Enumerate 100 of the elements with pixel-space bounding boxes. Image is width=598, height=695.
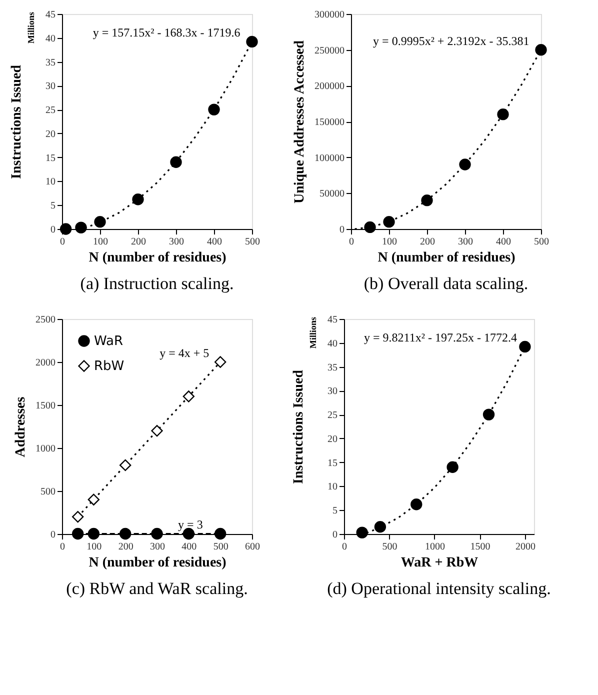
y-tick-label: 0: [50, 224, 56, 236]
text: (c) RbW and WaR scaling.: [66, 579, 248, 598]
y-tick-label: 0: [340, 224, 344, 236]
point: [72, 528, 84, 540]
point: [410, 498, 422, 510]
x-tick-label: 500: [382, 542, 398, 552]
y-tick-label: 0: [332, 530, 338, 540]
y-tick-label: 5: [50, 200, 56, 212]
point: [182, 390, 195, 402]
x-axis-title: N (number of residues): [378, 250, 516, 266]
point: [497, 108, 509, 120]
x-axis-title: N (number of residues): [88, 250, 227, 266]
y-tick-label: 2000: [36, 358, 56, 368]
point: [151, 528, 163, 540]
x-tick-label: 200: [118, 542, 134, 552]
y-tick-label: 50000: [320, 188, 344, 200]
y-tick-label: 30: [46, 81, 56, 92]
y-tick-label: 10: [328, 482, 338, 493]
y-tick-label: 2500: [36, 314, 56, 326]
x-tick-label: 100: [86, 542, 102, 552]
point: [75, 222, 87, 234]
x-tick-label: 0: [349, 236, 354, 248]
y-tick-label: 150000: [314, 117, 344, 128]
y-tick-label: 25: [46, 105, 56, 116]
y-tick-label: 25: [328, 410, 338, 422]
y-tick-label: 5: [332, 506, 338, 517]
text: (b) Overall data scaling.: [364, 274, 528, 293]
point: [214, 528, 226, 540]
y-tick-label: 15: [328, 458, 338, 469]
annotation: y = 0.9995x² + 2.3192x - 35.381: [373, 34, 530, 48]
point: [364, 221, 376, 234]
point: [182, 528, 195, 540]
y-tick-label: 40: [46, 33, 56, 44]
point: [119, 459, 132, 472]
point: [88, 528, 100, 540]
y-tick-label: 15: [46, 152, 56, 164]
point: [421, 194, 433, 206]
point: [88, 494, 100, 506]
x-tick-label: 600: [245, 542, 260, 552]
x-tick-label: 200: [420, 236, 435, 248]
y-tick-label: 100000: [314, 152, 344, 164]
point: [94, 216, 106, 228]
point: [519, 340, 531, 353]
point: [72, 510, 84, 523]
x-tick-label: 500: [534, 236, 549, 248]
point: [60, 223, 72, 235]
x-tick-label: 1000: [424, 542, 445, 552]
point: [459, 158, 471, 170]
y-axis-title: Unique Addresses Accessed: [292, 40, 308, 204]
y-tick-label: 1000: [36, 444, 56, 454]
annotation: y = 157.15x² - 168.3x - 1719.6: [92, 26, 240, 40]
y-tick-label: 45: [328, 314, 338, 326]
x-axis-title: WaR + RbW: [400, 556, 478, 570]
x-axis-title: N (number of residues): [88, 556, 227, 570]
point: [356, 526, 368, 538]
x-tick-label: 500: [213, 542, 228, 552]
y-tick-label: 45: [46, 10, 56, 20]
x-tick-label: 0: [60, 236, 65, 248]
y-axis-title: Instructions Issued: [10, 64, 24, 179]
point: [482, 408, 495, 420]
y-tick-label: 500: [40, 486, 56, 498]
y-tick-label: 30: [328, 386, 338, 398]
x-tick-label: 500: [245, 236, 260, 248]
point: [208, 104, 220, 116]
y-axis-title: Addresses: [14, 396, 28, 458]
x-tick-label: 300: [150, 542, 165, 552]
point: [383, 216, 395, 228]
text: Millions: [308, 316, 318, 349]
text: (d) Operational intensity scaling.: [327, 579, 551, 598]
point: [446, 461, 458, 473]
x-tick-label: 2000: [515, 542, 536, 552]
text: Millions: [26, 12, 36, 44]
x-tick-label: 100: [93, 236, 108, 248]
point: [214, 356, 226, 368]
annotation: y = 3: [178, 518, 203, 532]
y-tick-label: 35: [46, 57, 56, 68]
text: (a) Instruction scaling.: [80, 274, 234, 293]
point: [119, 528, 132, 540]
y-tick-label: 0: [50, 530, 56, 540]
y-tick-label: 300000: [314, 10, 344, 20]
y-tick-label: 20: [46, 128, 56, 140]
x-tick-label: 400: [182, 542, 197, 552]
point: [535, 44, 547, 56]
y-tick-label: 10: [46, 176, 56, 188]
x-tick-label: 100: [382, 236, 397, 248]
y-tick-label: 250000: [314, 45, 344, 56]
point: [151, 424, 163, 437]
y-axis-title: Instructions Issued: [292, 370, 306, 484]
point: [132, 194, 144, 206]
x-tick-label: 200: [131, 236, 146, 248]
y-tick-label: 40: [328, 338, 338, 350]
annotation: y = 9.8211x² - 197.25x - 1772.4: [364, 330, 517, 345]
point: [170, 156, 182, 168]
x-tick-label: 400: [207, 236, 222, 248]
annotation: y = 4x + 5: [160, 346, 210, 360]
y-tick-label: 35: [328, 362, 338, 374]
x-tick-label: 300: [169, 236, 184, 248]
legend-label: WaR: [94, 334, 124, 349]
x-tick-label: 0: [60, 542, 65, 552]
legend-label: RbW: [94, 359, 124, 374]
